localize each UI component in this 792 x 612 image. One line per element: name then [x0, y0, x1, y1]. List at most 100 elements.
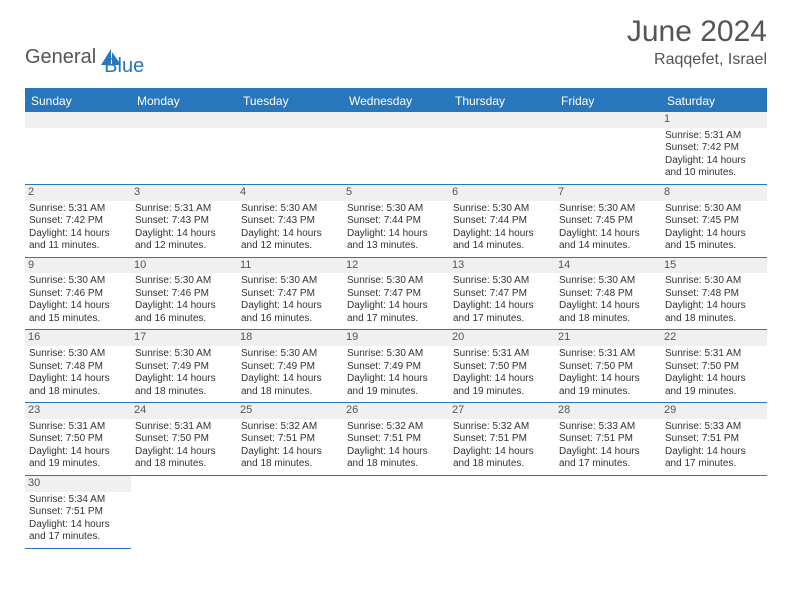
day-daylight1: Daylight: 14 hours — [665, 155, 763, 168]
weekday-header: Sunday — [25, 89, 131, 112]
day-number: 13 — [449, 258, 555, 274]
weekday-header-row: Sunday Monday Tuesday Wednesday Thursday… — [25, 89, 767, 112]
day-daylight2: and 19 minutes. — [453, 386, 551, 399]
day-daylight1: Daylight: 14 hours — [453, 300, 551, 313]
day-daylight2: and 18 minutes. — [665, 313, 763, 326]
day-sunrise: Sunrise: 5:30 AM — [29, 348, 127, 361]
weekday-header: Thursday — [449, 89, 555, 112]
day-daylight1: Daylight: 14 hours — [347, 373, 445, 386]
calendar-cell: 19Sunrise: 5:30 AMSunset: 7:49 PMDayligh… — [343, 330, 449, 403]
calendar-cell: 26Sunrise: 5:32 AMSunset: 7:51 PMDayligh… — [343, 403, 449, 476]
day-number: 19 — [343, 330, 449, 346]
calendar-cell: 7Sunrise: 5:30 AMSunset: 7:45 PMDaylight… — [555, 184, 661, 257]
day-daylight2: and 17 minutes. — [347, 313, 445, 326]
day-sunrise: Sunrise: 5:30 AM — [135, 275, 233, 288]
day-daylight2: and 18 minutes. — [453, 458, 551, 471]
calendar-cell: 27Sunrise: 5:32 AMSunset: 7:51 PMDayligh… — [449, 403, 555, 476]
day-number: 21 — [555, 330, 661, 346]
calendar-cell: 6Sunrise: 5:30 AMSunset: 7:44 PMDaylight… — [449, 184, 555, 257]
day-sunrise: Sunrise: 5:30 AM — [665, 203, 763, 216]
day-sunset: Sunset: 7:46 PM — [29, 288, 127, 301]
calendar-row: 30Sunrise: 5:34 AMSunset: 7:51 PMDayligh… — [25, 475, 767, 548]
calendar-cell: 8Sunrise: 5:30 AMSunset: 7:45 PMDaylight… — [661, 184, 767, 257]
day-number: 16 — [25, 330, 131, 346]
day-sunset: Sunset: 7:50 PM — [135, 433, 233, 446]
location-label: Raqqefet, Israel — [627, 51, 767, 69]
calendar-cell: 11Sunrise: 5:30 AMSunset: 7:47 PMDayligh… — [237, 257, 343, 330]
day-daylight1: Daylight: 14 hours — [347, 228, 445, 241]
day-sunrise: Sunrise: 5:30 AM — [347, 275, 445, 288]
calendar-row: 1Sunrise: 5:31 AMSunset: 7:42 PMDaylight… — [25, 112, 767, 184]
day-daylight2: and 17 minutes. — [29, 531, 127, 544]
day-daylight1: Daylight: 14 hours — [453, 373, 551, 386]
brand-text-1: General — [25, 46, 96, 69]
day-sunset: Sunset: 7:51 PM — [453, 433, 551, 446]
day-sunset: Sunset: 7:51 PM — [347, 433, 445, 446]
day-number: 17 — [131, 330, 237, 346]
day-daylight2: and 18 minutes. — [559, 313, 657, 326]
day-number: 1 — [661, 112, 767, 128]
brand-text-2: Blue — [104, 55, 144, 78]
day-number: 22 — [661, 330, 767, 346]
calendar-cell: 1Sunrise: 5:31 AMSunset: 7:42 PMDaylight… — [661, 112, 767, 184]
day-sunset: Sunset: 7:48 PM — [29, 361, 127, 374]
calendar-cell: 24Sunrise: 5:31 AMSunset: 7:50 PMDayligh… — [131, 403, 237, 476]
day-sunset: Sunset: 7:51 PM — [559, 433, 657, 446]
day-daylight2: and 13 minutes. — [347, 240, 445, 253]
calendar-cell: 17Sunrise: 5:30 AMSunset: 7:49 PMDayligh… — [131, 330, 237, 403]
day-daylight1: Daylight: 14 hours — [241, 373, 339, 386]
calendar-row: 16Sunrise: 5:30 AMSunset: 7:48 PMDayligh… — [25, 330, 767, 403]
day-daylight1: Daylight: 14 hours — [29, 446, 127, 459]
day-number: 29 — [661, 403, 767, 419]
day-daylight1: Daylight: 14 hours — [453, 446, 551, 459]
day-sunrise: Sunrise: 5:30 AM — [559, 275, 657, 288]
calendar-cell — [343, 112, 449, 184]
calendar-cell — [555, 112, 661, 184]
day-number: 14 — [555, 258, 661, 274]
day-sunrise: Sunrise: 5:32 AM — [241, 421, 339, 434]
weekday-header: Friday — [555, 89, 661, 112]
day-sunrise: Sunrise: 5:34 AM — [29, 494, 127, 507]
day-number: 7 — [555, 185, 661, 201]
day-sunset: Sunset: 7:50 PM — [559, 361, 657, 374]
day-sunset: Sunset: 7:49 PM — [241, 361, 339, 374]
day-daylight1: Daylight: 14 hours — [665, 446, 763, 459]
day-sunrise: Sunrise: 5:30 AM — [665, 275, 763, 288]
day-daylight1: Daylight: 14 hours — [135, 300, 233, 313]
day-sunrise: Sunrise: 5:30 AM — [347, 348, 445, 361]
day-daylight1: Daylight: 14 hours — [665, 228, 763, 241]
day-daylight1: Daylight: 14 hours — [241, 446, 339, 459]
day-sunset: Sunset: 7:50 PM — [29, 433, 127, 446]
day-daylight1: Daylight: 14 hours — [135, 373, 233, 386]
calendar-cell: 15Sunrise: 5:30 AMSunset: 7:48 PMDayligh… — [661, 257, 767, 330]
calendar-cell: 29Sunrise: 5:33 AMSunset: 7:51 PMDayligh… — [661, 403, 767, 476]
calendar-cell — [131, 112, 237, 184]
day-sunrise: Sunrise: 5:30 AM — [29, 275, 127, 288]
day-sunrise: Sunrise: 5:32 AM — [347, 421, 445, 434]
calendar-cell — [131, 475, 237, 548]
calendar-cell: 10Sunrise: 5:30 AMSunset: 7:46 PMDayligh… — [131, 257, 237, 330]
day-sunrise: Sunrise: 5:30 AM — [241, 203, 339, 216]
calendar-cell: 2Sunrise: 5:31 AMSunset: 7:42 PMDaylight… — [25, 184, 131, 257]
day-number: 30 — [25, 476, 131, 492]
day-daylight2: and 14 minutes. — [559, 240, 657, 253]
day-sunrise: Sunrise: 5:30 AM — [241, 275, 339, 288]
day-number: 8 — [661, 185, 767, 201]
weekday-header: Monday — [131, 89, 237, 112]
day-sunset: Sunset: 7:47 PM — [453, 288, 551, 301]
day-number: 2 — [25, 185, 131, 201]
day-number: 5 — [343, 185, 449, 201]
day-daylight2: and 12 minutes. — [241, 240, 339, 253]
day-daylight1: Daylight: 14 hours — [29, 519, 127, 532]
day-sunset: Sunset: 7:46 PM — [135, 288, 233, 301]
day-number: 6 — [449, 185, 555, 201]
calendar-cell — [449, 112, 555, 184]
calendar-row: 23Sunrise: 5:31 AMSunset: 7:50 PMDayligh… — [25, 403, 767, 476]
calendar-row: 2Sunrise: 5:31 AMSunset: 7:42 PMDaylight… — [25, 184, 767, 257]
day-sunrise: Sunrise: 5:31 AM — [665, 348, 763, 361]
day-number: 26 — [343, 403, 449, 419]
day-daylight1: Daylight: 14 hours — [559, 300, 657, 313]
day-number: 20 — [449, 330, 555, 346]
day-daylight1: Daylight: 14 hours — [29, 228, 127, 241]
calendar-table: Sunday Monday Tuesday Wednesday Thursday… — [25, 88, 767, 549]
